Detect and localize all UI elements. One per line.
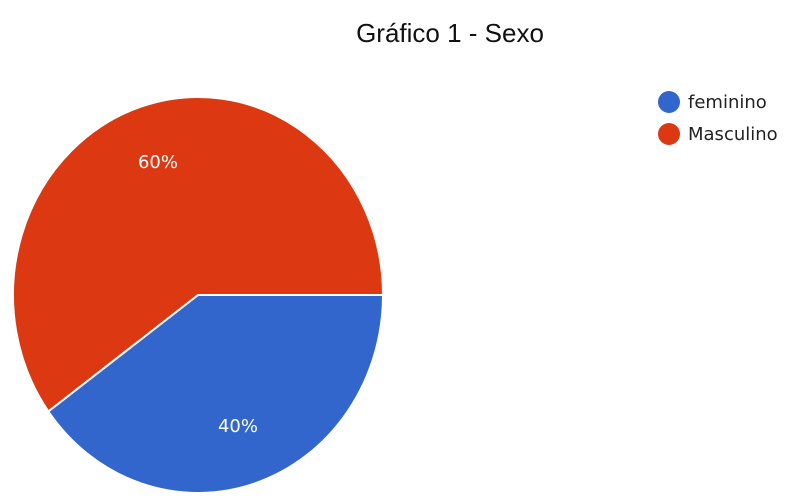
legend-item-feminino[interactable]: feminino	[658, 88, 778, 116]
legend-swatch-feminino	[658, 91, 680, 113]
pie-slices	[12, 96, 385, 494]
pie-slice-labels: 40% 60%	[138, 152, 258, 437]
legend-item-masculino[interactable]: Masculino	[658, 120, 778, 148]
slice-label-feminino: 40%	[218, 416, 258, 437]
legend-swatch-masculino	[658, 123, 680, 145]
legend-label-masculino: Masculino	[688, 123, 778, 145]
legend-label-feminino: feminino	[688, 91, 767, 113]
chart-legend: feminino Masculino	[658, 88, 778, 152]
chart-title: Gráfico 1 - Sexo	[356, 18, 544, 48]
pie-slice-masculino[interactable]	[12, 96, 385, 413]
slice-label-masculino: 60%	[138, 152, 178, 173]
pie-slice-feminino[interactable]	[46, 294, 385, 494]
